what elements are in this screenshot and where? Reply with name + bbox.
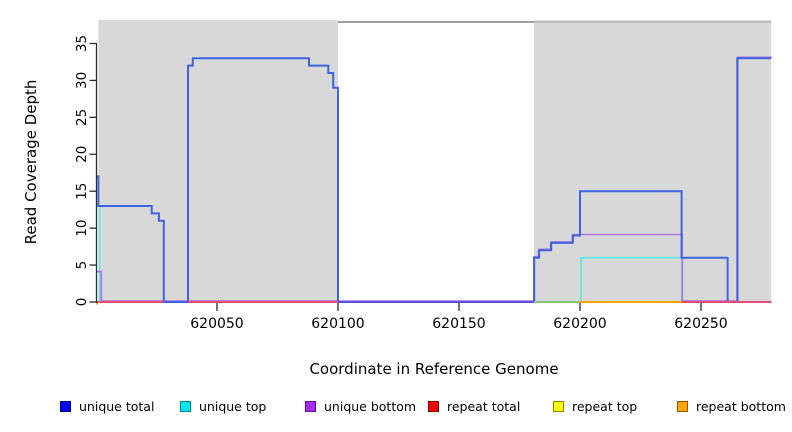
legend-item-repeat-total: repeat total: [428, 398, 521, 414]
legend-label: unique total: [79, 398, 155, 414]
legend-label: repeat total: [447, 398, 521, 414]
y-tick-label: 35: [74, 35, 90, 52]
legend-swatch-icon: [60, 400, 71, 412]
y-tick-label: 25: [74, 109, 90, 126]
y-tick-label: 30: [74, 72, 90, 89]
x-tick-label: 620050: [190, 316, 243, 332]
legend-label: repeat top: [572, 398, 638, 414]
covered-region: [98, 20, 338, 302]
legend-swatch-icon: [180, 400, 191, 412]
x-tick-label: 620250: [674, 316, 727, 332]
y-tick-label: 15: [74, 183, 90, 200]
legend-item-repeat-bottom: repeat bottom: [677, 398, 786, 414]
x-tick-label: 620200: [553, 316, 606, 332]
y-tick-label: 5: [74, 261, 90, 270]
legend-item-repeat-top: repeat top: [553, 398, 638, 414]
legend-swatch-icon: [677, 400, 688, 412]
y-tick-label: 10: [74, 220, 90, 237]
legend-item-unique-bottom: unique bottom: [305, 398, 417, 414]
legend-swatch-icon: [428, 400, 439, 412]
legend-label: unique top: [199, 398, 267, 414]
y-axis-title: Read Coverage Depth: [22, 79, 40, 245]
legend-item-unique-top: unique top: [180, 398, 267, 414]
legend-swatch-icon: [305, 400, 316, 412]
y-tick-label: 0: [74, 298, 90, 307]
legend-label: unique bottom: [324, 398, 417, 414]
x-tick-label: 620150: [432, 316, 485, 332]
legend-label: repeat bottom: [696, 398, 786, 414]
y-tick-label: 20: [74, 146, 90, 163]
x-axis-title: Coordinate in Reference Genome: [309, 360, 559, 378]
x-tick-label: 620100: [311, 316, 364, 332]
covered-region: [534, 20, 772, 302]
unique-total-trace: [96, 57, 772, 303]
legend-item-unique-total: unique total: [60, 398, 155, 414]
legend-swatch-icon: [553, 400, 564, 412]
